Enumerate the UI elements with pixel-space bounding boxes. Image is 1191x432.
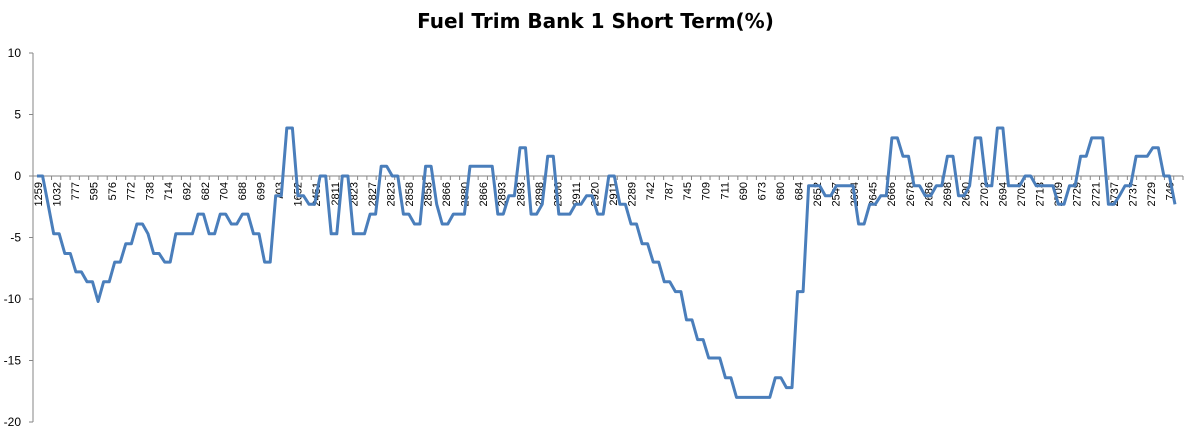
x-tick-label: 2694 <box>998 182 1010 206</box>
x-tick-label: 2911 <box>571 182 583 206</box>
x-tick-label: 680 <box>775 182 787 200</box>
x-tick-label: 742 <box>645 182 657 200</box>
x-tick-label: 2866 <box>478 182 490 206</box>
x-tick-label: 1259 <box>33 182 45 206</box>
series-layer <box>37 126 1177 399</box>
x-tick-label: 2698 <box>942 182 954 206</box>
x-tick-label: 2713 <box>1035 182 1047 206</box>
y-tick-label: -20 <box>4 415 22 429</box>
x-tick-label: 738 <box>144 182 156 200</box>
x-tick-label: 787 <box>664 182 676 200</box>
y-tick-label: -15 <box>4 354 22 368</box>
x-tick-label: 2289 <box>627 182 639 206</box>
x-tick-label: 704 <box>219 182 231 200</box>
x-tick-label: 2729 <box>1146 182 1158 206</box>
x-tick-label: 2858 <box>423 182 435 206</box>
x-tick-label: 2858 <box>404 182 416 206</box>
x-tick-label: 2866 <box>441 182 453 206</box>
x-tick-label: 673 <box>756 182 768 200</box>
y-tick-label: -10 <box>4 292 22 306</box>
x-tick-label: 2721 <box>1090 182 1102 206</box>
y-tick-label: 0 <box>14 169 21 183</box>
y-tick-labels: 10 5 0 -5 -10 -15 -20 <box>4 46 22 429</box>
x-tick-label: 745 <box>682 182 694 200</box>
x-tick-label: 2893 <box>497 182 509 206</box>
series-line <box>37 126 1177 399</box>
x-tick-label: 2893 <box>515 182 527 206</box>
x-tick-label: 2737 <box>1127 182 1139 206</box>
x-tick-label: 2666 <box>886 182 898 206</box>
x-tick-label: 1032 <box>52 182 64 206</box>
x-tick-label: 576 <box>107 182 119 200</box>
x-tick-label: 682 <box>200 182 212 200</box>
x-tick-label: 714 <box>163 182 175 200</box>
x-tick-label: 772 <box>126 182 138 200</box>
x-tick-label: 684 <box>794 182 806 200</box>
x-tick-label: 711 <box>719 182 731 200</box>
x-tick-label: 709 <box>701 182 713 200</box>
y-tick-label: 5 <box>14 108 21 122</box>
chart-title: Fuel Trim Bank 1 Short Term(%) <box>417 9 774 33</box>
x-tick-label: 690 <box>738 182 750 200</box>
x-tick-label: 595 <box>89 182 101 200</box>
x-tick-label: 2729 <box>1072 182 1084 206</box>
y-tick-label: 10 <box>8 46 22 60</box>
x-tick-label: 692 <box>181 182 193 200</box>
y-tick-label: -5 <box>10 231 21 245</box>
x-tick-label: 688 <box>237 182 249 200</box>
axes <box>29 52 1184 423</box>
x-tick-label: 2702 <box>1016 182 1028 206</box>
x-tick-label: 777 <box>70 182 82 200</box>
x-tick-label: 699 <box>256 182 268 200</box>
x-tick-label: 2823 <box>385 182 397 206</box>
x-tick-label: 2702 <box>979 182 991 206</box>
x-tick-label: 2678 <box>905 182 917 206</box>
